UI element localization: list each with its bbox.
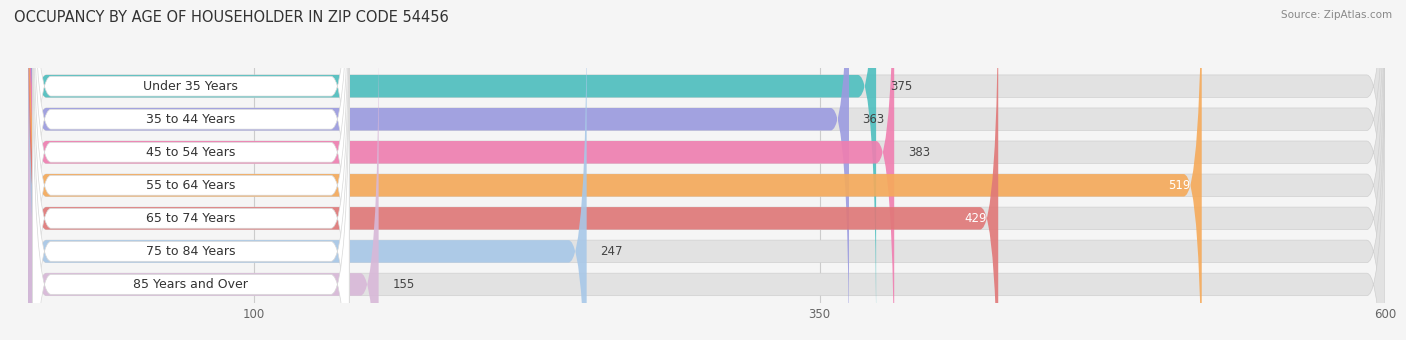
FancyBboxPatch shape: [28, 31, 378, 340]
Text: 519: 519: [1168, 179, 1191, 192]
FancyBboxPatch shape: [32, 0, 349, 340]
FancyBboxPatch shape: [32, 0, 349, 340]
FancyBboxPatch shape: [32, 0, 349, 340]
Text: 375: 375: [890, 80, 912, 93]
Text: 247: 247: [600, 245, 623, 258]
FancyBboxPatch shape: [28, 0, 998, 340]
FancyBboxPatch shape: [32, 0, 349, 340]
FancyBboxPatch shape: [32, 0, 349, 340]
Text: 55 to 64 Years: 55 to 64 Years: [146, 179, 236, 192]
FancyBboxPatch shape: [28, 0, 876, 339]
FancyBboxPatch shape: [28, 0, 1385, 340]
FancyBboxPatch shape: [28, 0, 1202, 340]
Text: 85 Years and Over: 85 Years and Over: [134, 278, 249, 291]
FancyBboxPatch shape: [28, 0, 849, 340]
FancyBboxPatch shape: [28, 0, 1385, 339]
Text: OCCUPANCY BY AGE OF HOUSEHOLDER IN ZIP CODE 54456: OCCUPANCY BY AGE OF HOUSEHOLDER IN ZIP C…: [14, 10, 449, 25]
Text: 383: 383: [908, 146, 929, 159]
Text: 65 to 74 Years: 65 to 74 Years: [146, 212, 236, 225]
Text: 35 to 44 Years: 35 to 44 Years: [146, 113, 236, 126]
FancyBboxPatch shape: [28, 0, 586, 340]
Text: 45 to 54 Years: 45 to 54 Years: [146, 146, 236, 159]
FancyBboxPatch shape: [28, 0, 894, 340]
Text: 75 to 84 Years: 75 to 84 Years: [146, 245, 236, 258]
Text: 429: 429: [965, 212, 987, 225]
Text: Source: ZipAtlas.com: Source: ZipAtlas.com: [1281, 10, 1392, 20]
Text: 155: 155: [392, 278, 415, 291]
FancyBboxPatch shape: [32, 30, 349, 340]
Text: Under 35 Years: Under 35 Years: [143, 80, 239, 93]
FancyBboxPatch shape: [32, 0, 349, 340]
Text: 363: 363: [862, 113, 884, 126]
FancyBboxPatch shape: [28, 0, 1385, 340]
FancyBboxPatch shape: [28, 0, 1385, 340]
FancyBboxPatch shape: [28, 0, 1385, 340]
FancyBboxPatch shape: [28, 0, 1385, 340]
FancyBboxPatch shape: [28, 31, 1385, 340]
